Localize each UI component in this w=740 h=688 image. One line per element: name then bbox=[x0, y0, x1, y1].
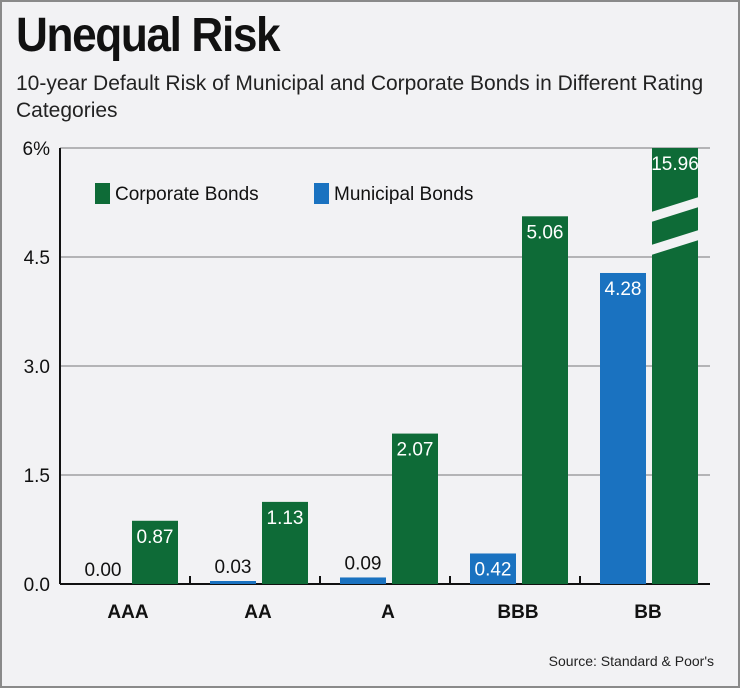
x-tick-label: BBB bbox=[497, 602, 538, 623]
data-label: 1.13 bbox=[267, 508, 304, 529]
bar-municipal bbox=[600, 272, 646, 584]
bar-municipal bbox=[210, 581, 256, 584]
axis-break-icon bbox=[648, 196, 702, 223]
bar-corporate bbox=[392, 433, 438, 584]
x-tick-label: AA bbox=[244, 602, 272, 623]
legend-label: Corporate Bonds bbox=[115, 184, 259, 205]
data-label: 0.00 bbox=[85, 560, 122, 581]
data-label: 0.87 bbox=[137, 527, 174, 548]
data-label: 4.28 bbox=[605, 279, 642, 300]
y-tick-label: 0.0 bbox=[24, 575, 50, 596]
bar-corporate bbox=[132, 520, 178, 584]
bar-corporate bbox=[522, 216, 568, 584]
data-label: 15.96 bbox=[651, 154, 699, 175]
bar-corporate bbox=[262, 501, 308, 584]
x-tick-label: AAA bbox=[107, 602, 148, 623]
y-tick-label: 6% bbox=[23, 139, 51, 160]
data-label: 0.03 bbox=[215, 557, 252, 578]
legend-label: Municipal Bonds bbox=[334, 184, 473, 205]
bar-municipal bbox=[340, 577, 386, 584]
x-tick-label: A bbox=[381, 602, 395, 623]
data-label: 0.42 bbox=[475, 559, 512, 580]
axis-break-icon bbox=[648, 229, 702, 256]
x-tick-label: BB bbox=[634, 602, 661, 623]
legend-swatch bbox=[314, 183, 329, 204]
legend-swatch bbox=[95, 183, 110, 204]
data-label: 5.06 bbox=[527, 222, 564, 243]
bar-municipal bbox=[470, 553, 516, 584]
y-tick-label: 3.0 bbox=[24, 357, 50, 378]
data-label: 2.07 bbox=[397, 440, 434, 461]
source-note: Source: Standard & Poor's bbox=[548, 653, 714, 669]
data-label: 0.09 bbox=[345, 553, 382, 574]
chart-title: Unequal Risk bbox=[16, 9, 281, 62]
bar-corporate bbox=[652, 148, 698, 584]
y-tick-label: 1.5 bbox=[24, 466, 50, 487]
y-tick-label: 4.5 bbox=[24, 248, 50, 269]
chart-subtitle: 10-year Default Risk of Municipal and Co… bbox=[16, 72, 704, 122]
